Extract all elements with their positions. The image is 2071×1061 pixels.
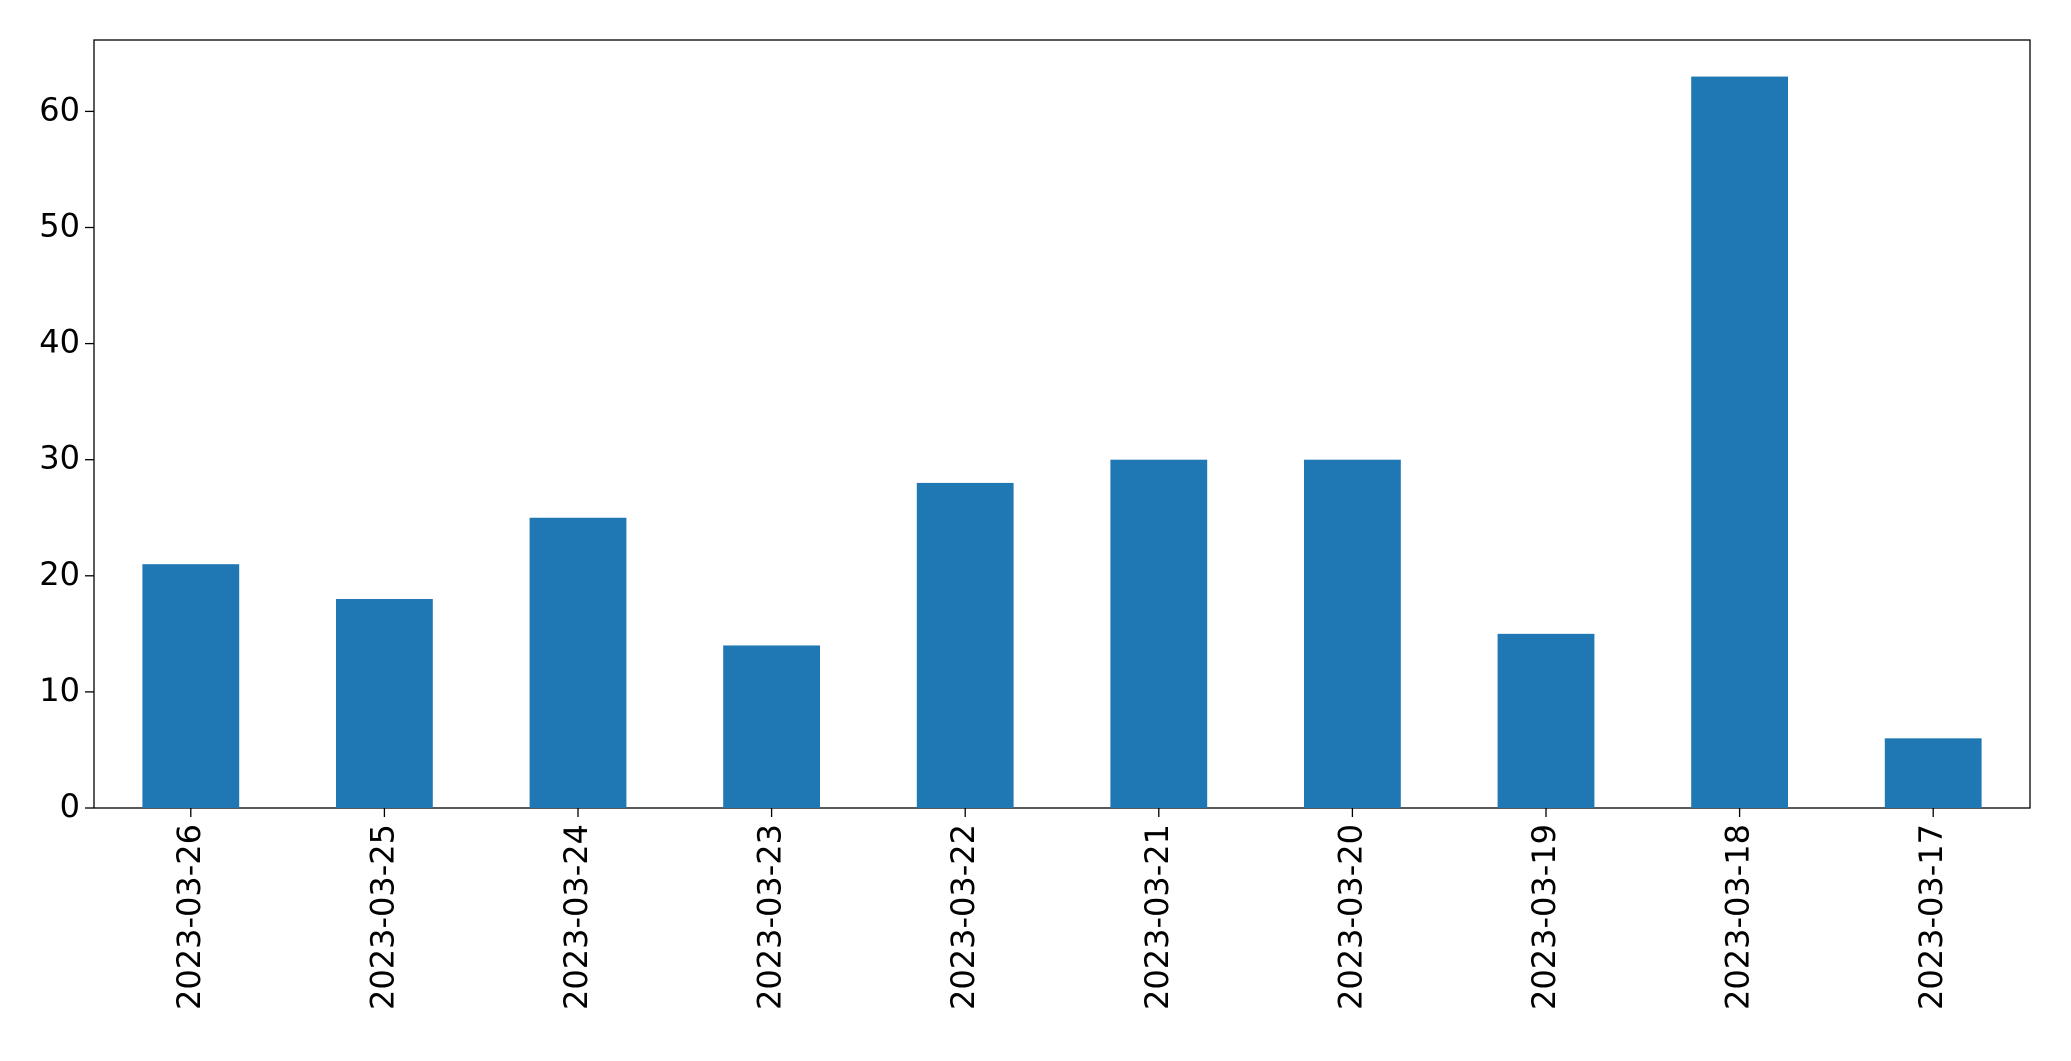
y-tick-label: 0 <box>60 787 80 825</box>
x-tick-label: 2023-03-19 <box>1525 824 1563 1010</box>
x-tick-label: 2023-03-23 <box>751 824 789 1010</box>
x-tick-label: 2023-03-26 <box>170 824 208 1010</box>
x-tick-label: 2023-03-24 <box>557 824 595 1010</box>
y-tick-label: 10 <box>39 671 80 709</box>
x-tick-label: 2023-03-17 <box>1912 824 1950 1010</box>
x-tick-label: 2023-03-18 <box>1719 824 1757 1010</box>
plot-frame <box>93 39 2031 809</box>
bar <box>1691 76 1788 809</box>
bar <box>1304 459 1401 808</box>
bar <box>1497 633 1595 808</box>
x-tick-label: 2023-03-20 <box>1331 824 1369 1010</box>
y-tick-label: 60 <box>39 90 80 128</box>
bar <box>1884 738 1982 808</box>
bar <box>336 599 433 808</box>
x-tick-label: 2023-03-22 <box>944 824 982 1010</box>
bar <box>916 482 1014 808</box>
x-tick-label: 2023-03-21 <box>1138 824 1176 1010</box>
y-tick-label: 40 <box>39 323 80 361</box>
y-tick-label: 20 <box>39 555 80 593</box>
y-tick-label: 50 <box>39 207 80 245</box>
bar <box>529 517 627 808</box>
bar <box>723 645 820 808</box>
x-tick-label: 2023-03-25 <box>363 824 401 1010</box>
bar <box>1110 459 1208 808</box>
y-tick-label: 30 <box>39 439 80 477</box>
bar <box>142 564 240 808</box>
